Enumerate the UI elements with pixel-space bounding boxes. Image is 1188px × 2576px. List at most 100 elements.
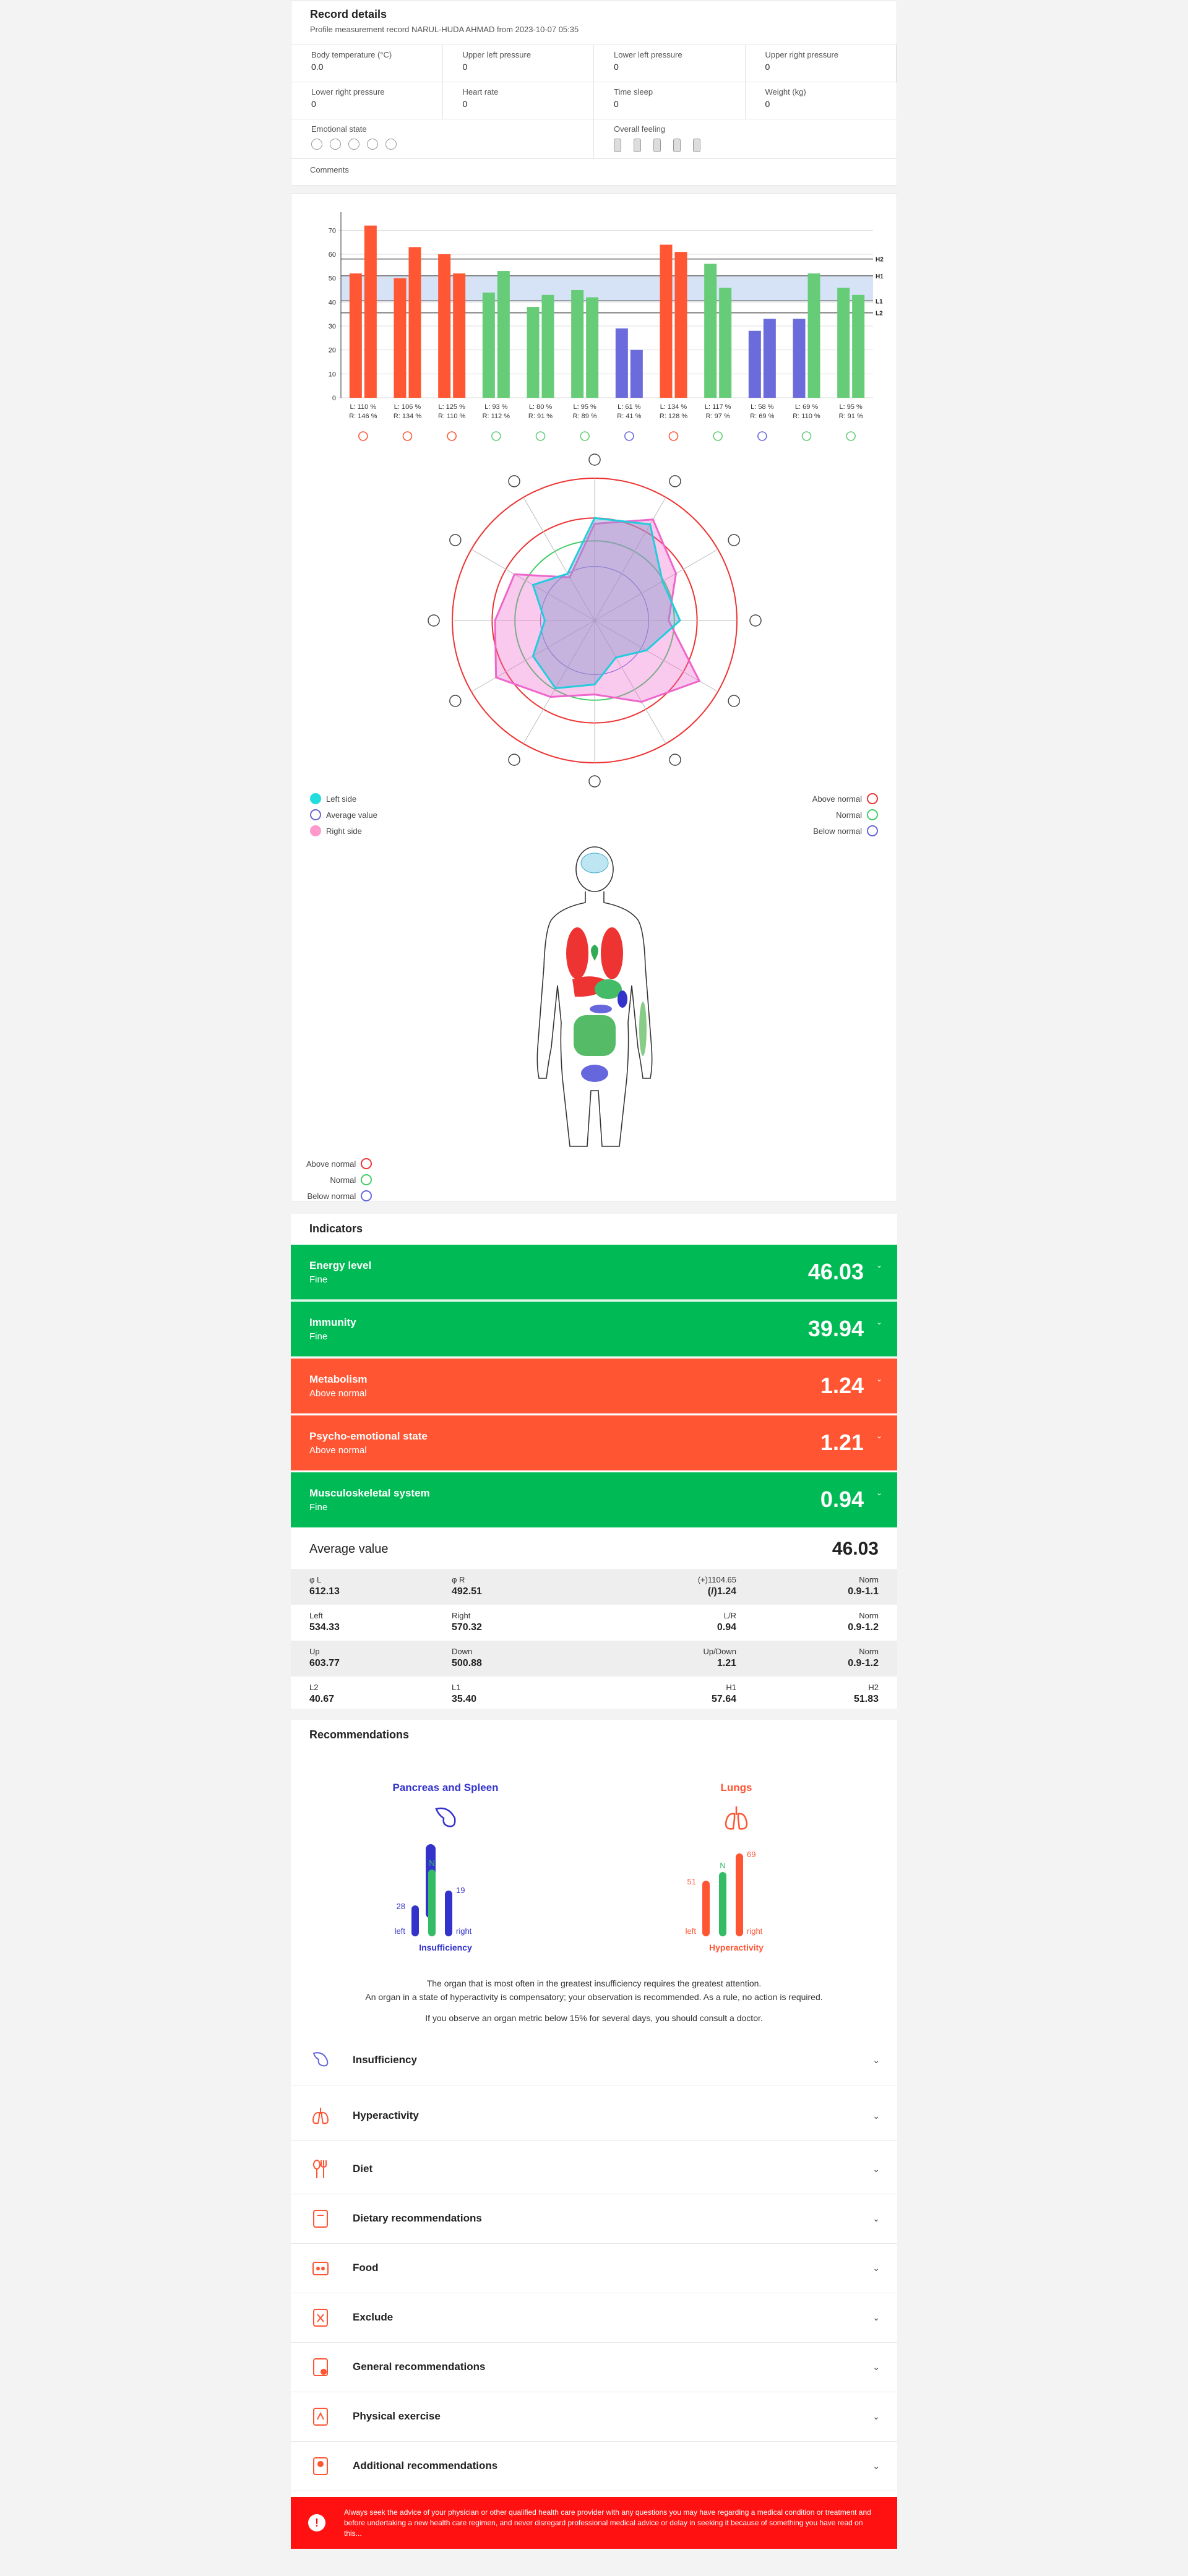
- legend-right-side: Right side: [310, 823, 377, 839]
- additional-recommendations-icon: [308, 2454, 333, 2478]
- radar-organ-icon: [428, 614, 440, 627]
- organ-icon: [668, 431, 679, 441]
- radar-spoke: [594, 620, 666, 744]
- bar-left: [837, 288, 850, 398]
- accordion-general-recommendations[interactable]: General recommendations ⌄: [291, 2342, 897, 2392]
- legend-above-swatch: [867, 793, 878, 804]
- normal-band: [341, 275, 873, 301]
- bar-right: [807, 273, 820, 398]
- lungs-status: Hyperactivity: [709, 1943, 764, 1952]
- accordion-food[interactable]: Food ⌄: [291, 2243, 897, 2293]
- reference-line-label: H1: [876, 273, 884, 280]
- feeling-level-1-icon[interactable]: [614, 139, 621, 152]
- heart-organ: [591, 945, 598, 961]
- radar-organ-icon: [449, 695, 462, 707]
- bar-left: [349, 273, 362, 398]
- x-label-left: L: 125 %: [438, 403, 465, 411]
- accordion-hyperactivity[interactable]: Hyperactivity ⌄: [291, 2091, 897, 2141]
- recommendations-card: Recommendations Pancreas and Spleen 28 N…: [291, 1720, 897, 2549]
- fork-spoon-icon: [308, 2157, 333, 2181]
- bar-right: [630, 350, 643, 398]
- radar-organ-icon: [669, 475, 681, 487]
- chevron-down-icon: ⌄: [872, 2312, 880, 2322]
- indicator-psycho-emotional[interactable]: Psycho-emotional state Above normal 1.21 ⌄: [291, 1415, 897, 1471]
- indicator-metabolism[interactable]: Metabolism Above normal 1.24 ⌄: [291, 1359, 897, 1414]
- general-recommendations-icon: [308, 2355, 333, 2379]
- field-weight: Weight (kg) 0: [745, 82, 897, 119]
- medical-disclaimer: ! Always seek the advice of your physici…: [291, 2497, 897, 2549]
- bar-left: [704, 264, 717, 398]
- brain-organ: [580, 852, 609, 874]
- body-legend-above: Above normal: [306, 1156, 372, 1172]
- reference-line-label: L2: [876, 311, 883, 317]
- chevron-down-icon: ⌄: [872, 2110, 880, 2121]
- chevron-down-icon: ⌄: [872, 2361, 880, 2372]
- bar-left: [482, 292, 495, 398]
- bar-left: [438, 254, 451, 398]
- record-subtitle: Profile measurement record NARUL-HUDA AH…: [310, 25, 579, 34]
- organ-icon: [447, 431, 457, 441]
- indicator-musculoskeletal[interactable]: Musculoskeletal system Fine 0.94 ⌄: [291, 1472, 897, 1528]
- lungs-norm-label: N: [720, 1861, 725, 1870]
- record-title: Record details: [310, 8, 387, 20]
- x-label-right: R: 97 %: [706, 413, 730, 420]
- spine-organ: [639, 1002, 647, 1056]
- bar-left: [394, 278, 407, 398]
- feeling-level-3-icon[interactable]: [653, 139, 661, 152]
- field-lower-left-pressure: Lower left pressure 0: [594, 45, 746, 82]
- x-label-left: L: 61 %: [618, 403, 641, 411]
- average-value: 46.03: [832, 1539, 879, 1559]
- right-lung-organ: [601, 927, 623, 979]
- indicator-list: Energy level Fine 46.03 ⌄ Immunity Fine 39.94…: [291, 1245, 897, 1529]
- accordion-insufficiency[interactable]: Insufficiency ⌄: [291, 2035, 897, 2085]
- feeling-level-4-icon[interactable]: [673, 139, 681, 152]
- smiley-very-good-icon[interactable]: [385, 139, 397, 150]
- accordion-additional-recommendations[interactable]: Additional recommendations ⌄: [291, 2441, 897, 2491]
- x-label-right: R: 128 %: [660, 413, 687, 420]
- warning-icon: !: [308, 2514, 325, 2531]
- field-upper-left-pressure: Upper left pressure 0: [442, 45, 594, 82]
- indicators-card: Indicators Energy level Fine 46.03 ⌄ Immuni…: [291, 1214, 897, 1709]
- radar-organ-icon: [508, 475, 520, 487]
- lungs-right-label: right: [747, 1926, 763, 1936]
- lungs-icon: [308, 2103, 333, 2128]
- bar-left: [660, 244, 673, 398]
- smiley-bad-icon[interactable]: [330, 139, 341, 150]
- organ-icon: [580, 431, 590, 441]
- field-time-sleep: Time sleep 0: [594, 82, 746, 119]
- bar-left: [793, 319, 806, 398]
- smiley-very-bad-icon[interactable]: [311, 139, 322, 150]
- chevron-down-icon: ⌄: [876, 1318, 882, 1326]
- accordion-exclude[interactable]: Exclude ⌄: [291, 2293, 897, 2343]
- overall-feeling: Overall feeling: [594, 119, 897, 158]
- pancreas-left-value: 28: [397, 1902, 405, 1911]
- pancreas-organ: [590, 1005, 612, 1013]
- smiley-good-icon[interactable]: [367, 139, 378, 150]
- record-fields: Body temperature (°C) 0.0 Upper left pres…: [291, 45, 897, 119]
- chevron-down-icon: ⌄: [872, 2262, 880, 2273]
- chevron-down-icon: ⌄: [876, 1261, 882, 1269]
- bar-right: [674, 252, 687, 398]
- accordion-diet[interactable]: Diet ⌄: [291, 2144, 897, 2194]
- comments-label: Comments: [310, 165, 349, 174]
- feeling-level-5-icon[interactable]: [693, 139, 700, 152]
- feeling-level-2-icon[interactable]: [634, 139, 641, 152]
- accordion-dietary-recommendations[interactable]: Dietary recommendations ⌄: [291, 2194, 897, 2244]
- organ-icon: [535, 431, 546, 441]
- stats-row: Up 603.77 Down 500.88 Up/Down 1.21 Norm 0.9-…: [291, 1641, 897, 1677]
- stats-table: φ L 612.13 φ R 492.51 (+)1104.65 (/)1.24 No…: [291, 1569, 897, 1712]
- radar-organ-icon: [669, 753, 681, 766]
- indicator-energy-level[interactable]: Energy level Fine 46.03 ⌄: [291, 1245, 897, 1300]
- smiley-neutral-icon[interactable]: [348, 139, 359, 150]
- intestine-organ: [574, 1015, 616, 1056]
- legend-normal-swatch: [867, 809, 878, 820]
- accordion-physical-exercise[interactable]: Physical exercise ⌄: [291, 2392, 897, 2442]
- chevron-down-icon: ⌄: [876, 1375, 882, 1383]
- indicator-immunity[interactable]: Immunity Fine 39.94 ⌄: [291, 1302, 897, 1357]
- reference-line-label: H2: [876, 257, 884, 264]
- legend-above-normal: Above normal: [812, 791, 878, 807]
- bar-right: [408, 247, 421, 398]
- chevron-down-icon: ⌄: [872, 2460, 880, 2471]
- organ-icon: [757, 431, 767, 441]
- x-label-left: L: 110 %: [350, 403, 377, 411]
